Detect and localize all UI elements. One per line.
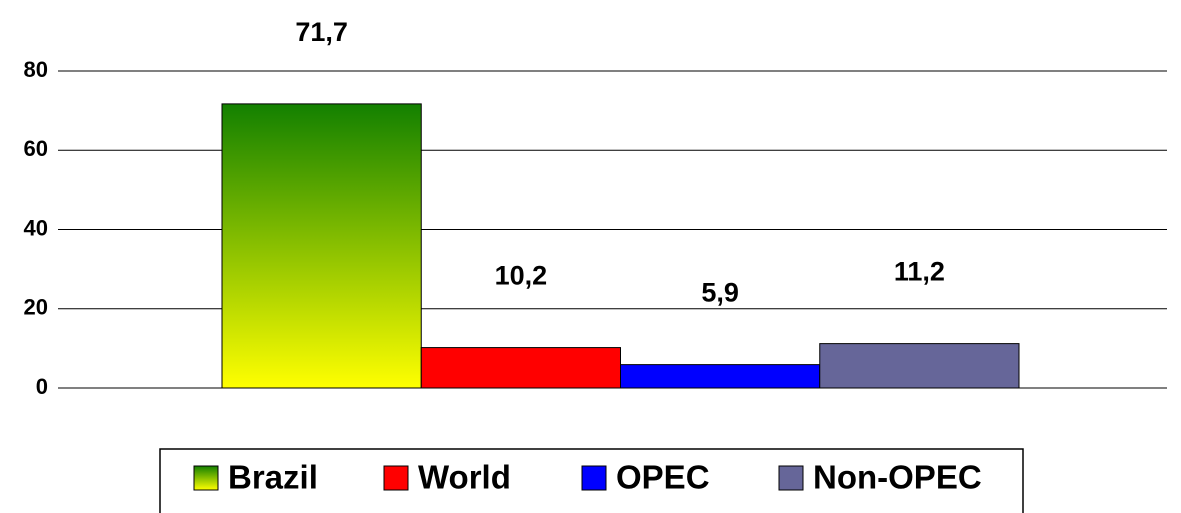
legend-swatch — [193, 465, 219, 491]
bar — [420, 347, 621, 389]
legend-swatch — [383, 465, 409, 491]
bar — [620, 364, 821, 389]
bar — [221, 103, 422, 389]
y-tick-label: 40 — [24, 215, 48, 240]
y-tick-label: 60 — [24, 136, 48, 161]
data-label: 11,2 — [894, 257, 945, 287]
y-tick-label: 80 — [24, 57, 48, 82]
legend-label: World — [418, 459, 511, 496]
data-label: 10,2 — [495, 261, 548, 291]
legend-swatch — [581, 465, 607, 491]
legend-swatch — [778, 465, 804, 491]
bar — [819, 343, 1020, 389]
legend-label: OPEC — [616, 459, 710, 496]
data-label: 5,9 — [701, 278, 739, 308]
data-label: 71,7 — [295, 17, 348, 47]
legend-label: Brazil — [228, 459, 318, 496]
legend-label: Non-OPEC — [813, 459, 982, 496]
y-tick-label: 20 — [24, 295, 48, 320]
y-tick-label: 0 — [36, 374, 48, 399]
